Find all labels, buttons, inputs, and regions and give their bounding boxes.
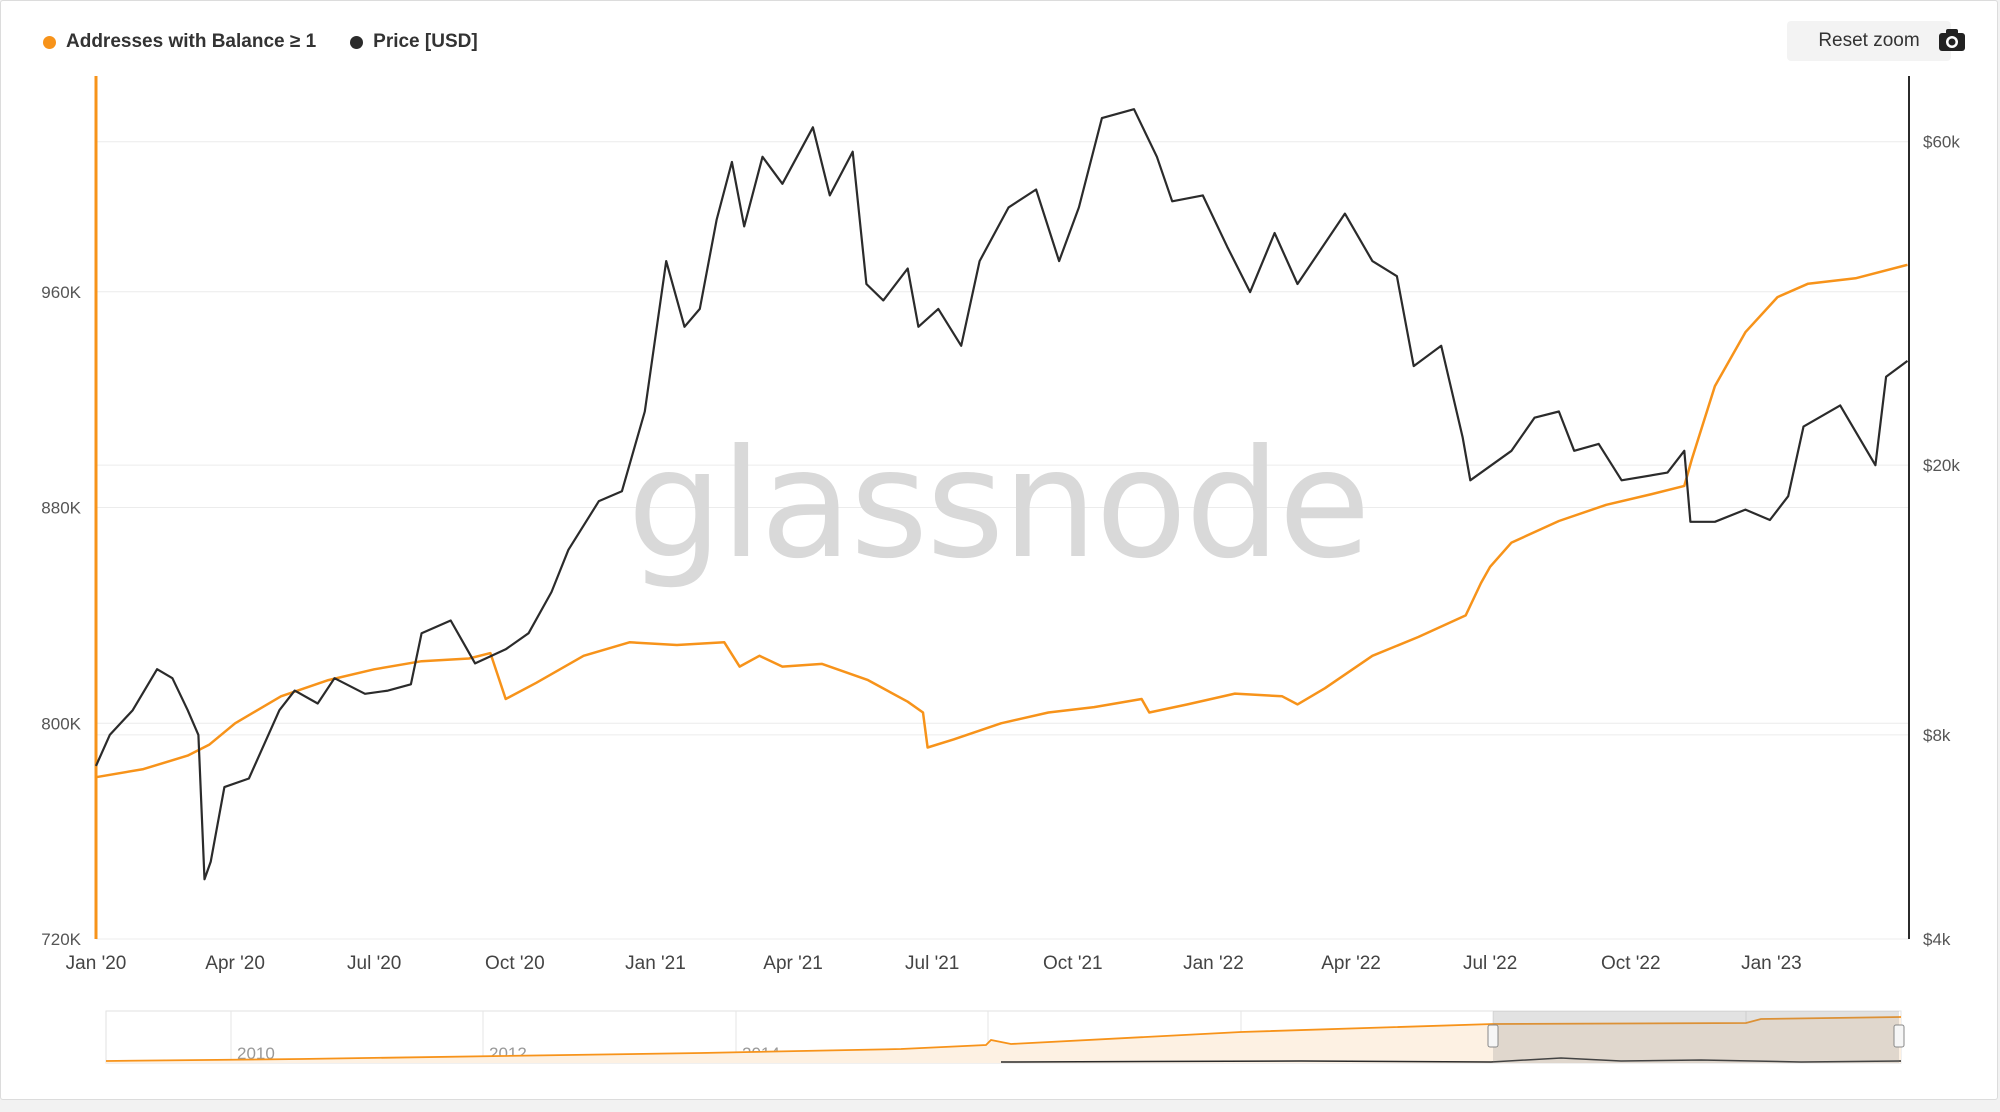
x-axis-ticks: Jan '20 Apr '20 Jul '20 Oct '20 Jan '21 Apr '… [66,953,1802,974]
navigator-price-line [1000,1057,1902,1063]
right-axis-ticks: $4k $8k $20k $60k [1923,133,1960,949]
addresses-legend-dot [43,35,56,49]
navigator-handle-left [1487,1024,1499,1048]
x-tick-label: Jul '22 [1463,953,1517,974]
x-tick-label: Apr '22 [1321,953,1381,974]
left-tick-label: 880K [41,499,81,518]
x-tick-label: Oct '20 [485,953,545,974]
x-tick-label: Jan '20 [66,953,127,974]
right-tick-label: $4k [1923,930,1951,949]
left-tick-label: 800K [41,714,81,733]
right-tick-label: $60k [1923,133,1960,152]
navigator-selection [1493,1011,1899,1063]
x-tick-label: Apr '20 [205,953,265,974]
navigator[interactable]: 2010201220142016201820202022 [105,1010,1905,1064]
right-tick-label: $20k [1923,456,1960,475]
navigator-handle-right [1893,1024,1905,1048]
x-tick-label: Jul '21 [905,953,959,974]
x-tick-label: Oct '21 [1043,953,1103,974]
price-legend-dot [350,35,364,49]
watermark: glassnode [627,418,1368,592]
navigator-year-label: 2010 [237,1044,275,1063]
x-tick-label: Jan '21 [625,953,686,974]
x-tick-label: Apr '21 [763,953,823,974]
left-axis-ticks: 720K 800K 880K 960K [41,283,81,949]
x-tick-label: Oct '22 [1601,953,1661,974]
series-layer [94,108,1909,881]
camera-icon[interactable] [1935,25,1969,55]
series-line-addresses [95,263,1908,779]
legend-label-price: Price [USD] [373,31,478,52]
left-tick-label: 720K [41,930,81,949]
reset-zoom-button[interactable]: Reset zoom [1787,21,1951,61]
left-tick-label: 960K [41,283,81,302]
legend-item-addresses[interactable]: Addresses with Balance ≥ 1 [43,31,316,53]
right-tick-label: $8k [1923,726,1951,745]
x-tick-label: Jan '23 [1741,953,1802,974]
grid-lines [96,141,1909,940]
navigator-addresses-line [105,1016,1902,1062]
legend-label-addresses: Addresses with Balance ≥ 1 [66,31,317,52]
legend: Addresses with Balance ≥ 1 Price [USD] [43,31,478,53]
legend-item-price[interactable]: Price [USD] [350,31,478,53]
series-line-price [94,108,1909,881]
x-tick-label: Jan '22 [1183,953,1244,974]
x-tick-label: Jul '20 [347,953,401,974]
navigator-area [106,1017,1901,1063]
axes [94,76,1910,939]
